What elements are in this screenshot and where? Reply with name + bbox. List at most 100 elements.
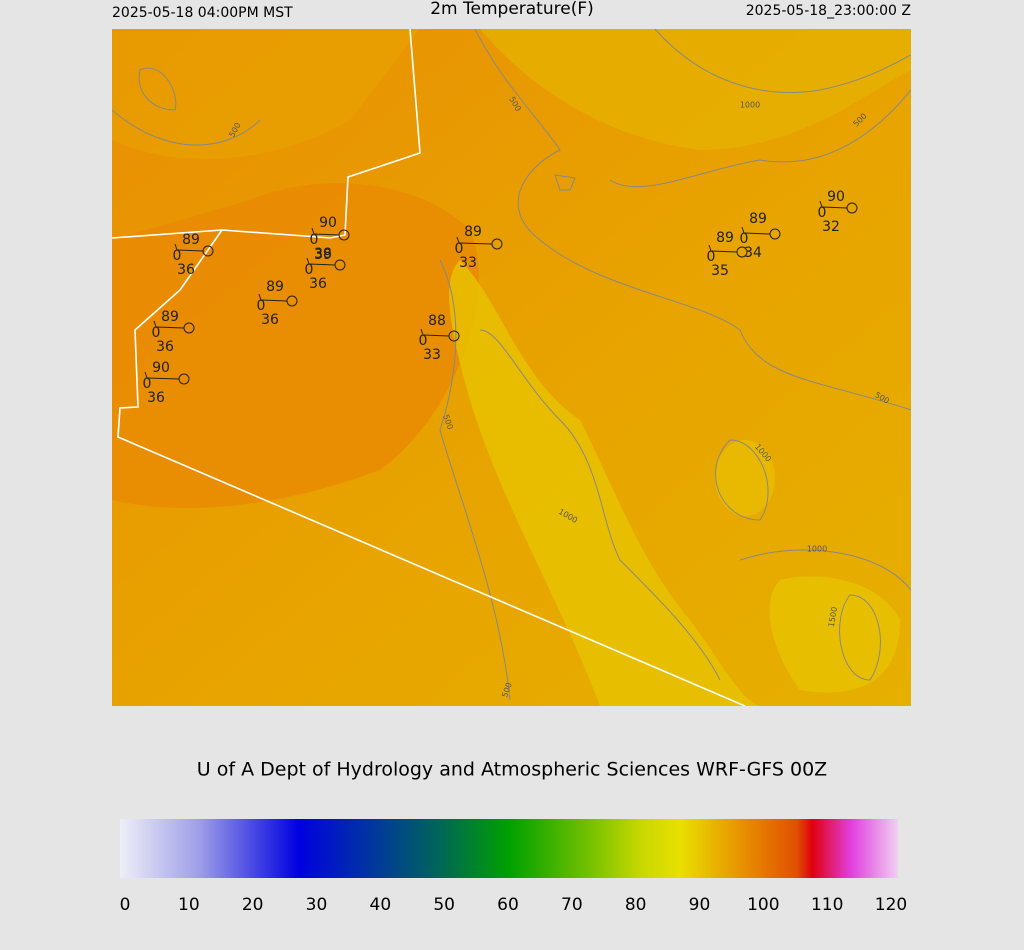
wind-barb	[176, 249, 204, 252]
colorbar-tick-label: 90	[689, 895, 711, 915]
contour-label: 1000	[807, 545, 827, 554]
wind-tick	[456, 236, 460, 244]
marker: 0	[818, 205, 827, 221]
valid-time-local: 2025-05-18 04:00PM MST	[112, 5, 293, 21]
marker: 0	[455, 241, 464, 257]
colorbar-tick-label: 110	[811, 895, 843, 915]
temperature: 90	[827, 189, 845, 205]
temperature: 89	[182, 232, 200, 248]
colorbar-tick-label: 70	[561, 895, 583, 915]
contour-label: 1500	[827, 606, 839, 628]
colorbar-tick-label: 20	[242, 895, 264, 915]
wind-tick	[174, 243, 178, 251]
ridge-region	[715, 440, 775, 516]
wind-tick	[311, 227, 315, 235]
dewpoint: 33	[459, 255, 477, 271]
dewpoint: 36	[261, 312, 279, 328]
station-circle	[183, 322, 195, 334]
cool-region	[480, 29, 911, 150]
temperature: 90	[152, 360, 170, 376]
wind-barb	[155, 326, 185, 329]
wind-barb	[260, 299, 288, 302]
ridge-region	[769, 576, 900, 693]
wind-tick	[258, 293, 262, 301]
station-circle	[448, 330, 460, 342]
wind-tick	[819, 200, 823, 208]
marker: 0	[707, 249, 716, 265]
wind-barb	[308, 263, 336, 266]
wind-barb	[422, 334, 450, 337]
station-circle	[202, 245, 214, 257]
marker: 0	[419, 333, 428, 349]
colorbar-tick-label: 10	[178, 895, 200, 915]
dewpoint: 36	[147, 390, 165, 406]
dewpoint: 35	[711, 263, 729, 279]
wind-barb	[710, 250, 738, 253]
temperature: 89	[716, 230, 734, 246]
colorbar	[120, 819, 898, 878]
wind-barb	[313, 233, 340, 236]
dewpoint: 36	[309, 276, 327, 292]
colorbar-ticks: 0 10 20 30 40 50 60 70 80 90 100 110 120	[120, 895, 908, 915]
warm-region	[112, 29, 420, 160]
colorbar-tick-label: 80	[625, 895, 647, 915]
colorbar-tick-label: 40	[370, 895, 392, 915]
temperature: 39	[314, 247, 332, 263]
contour-label: 1000	[740, 101, 760, 110]
colorbar-tick-label: 30	[306, 895, 328, 915]
wind-tick	[420, 328, 424, 336]
dewpoint: 32	[822, 219, 840, 235]
temperature: 88	[428, 313, 446, 329]
station-circle	[334, 259, 346, 271]
station-circle	[286, 295, 298, 307]
dewpoint: 36	[177, 262, 195, 278]
colorbar-tick-label: 0	[120, 895, 131, 915]
temperature: 90	[319, 215, 337, 231]
wind-barb	[821, 206, 848, 209]
wind-barb	[743, 232, 771, 235]
wind-tick	[306, 257, 310, 265]
ridge-region	[449, 260, 760, 706]
colorbar-tick-label: 100	[747, 895, 779, 915]
dewpoint: 34	[744, 245, 762, 261]
station-circle	[846, 202, 858, 214]
station-circle	[769, 228, 781, 240]
hot-region	[112, 183, 479, 509]
footer-credit: U of A Dept of Hydrology and Atmospheric…	[197, 759, 827, 781]
map-title: 2m Temperature(F)	[430, 0, 594, 19]
marker: 0	[173, 248, 182, 264]
station-plots: 8903690038390368903689036900368803389033…	[143, 189, 858, 406]
dewpoint: 38	[314, 246, 332, 262]
borders	[112, 29, 746, 706]
colorbar-tick-label: 120	[875, 895, 907, 915]
marker: 0	[257, 298, 266, 314]
wind-tick	[144, 371, 148, 379]
temperature: 89	[464, 224, 482, 240]
marker: 0	[740, 231, 749, 247]
colorbar-tick-label: 50	[433, 895, 455, 915]
station-circle	[491, 238, 503, 250]
marker: 0	[152, 325, 161, 341]
contours	[112, 29, 911, 701]
station-circle	[338, 229, 350, 241]
temperature: 89	[266, 279, 284, 295]
wind-barb	[146, 377, 180, 380]
marker: 0	[143, 376, 152, 392]
wind-tick	[708, 244, 712, 252]
marker: 0	[310, 232, 319, 248]
station-circle	[178, 373, 190, 385]
marker: 0	[305, 262, 314, 278]
